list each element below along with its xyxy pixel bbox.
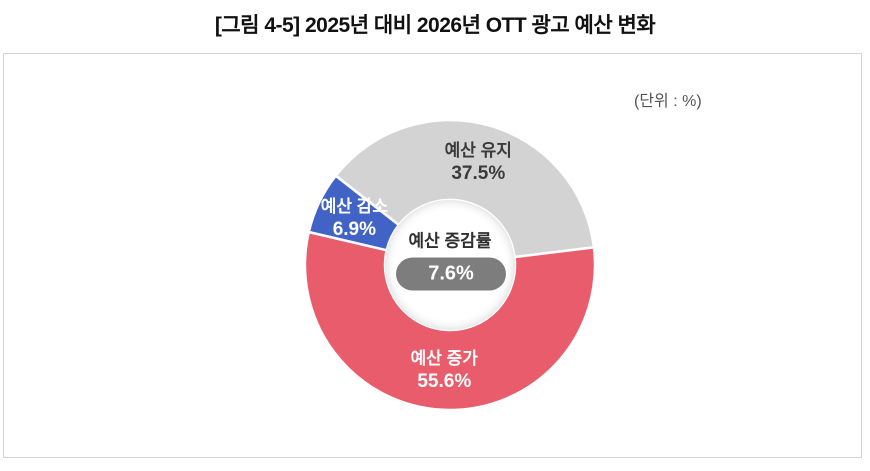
segment-name: 예산 유지 xyxy=(444,140,512,160)
segment-value: 6.9% xyxy=(332,219,377,241)
segment-label-1: 예산 증가 55.6% xyxy=(411,348,478,394)
unit-label: (단위 : %) xyxy=(634,93,702,110)
segment-label-2: 예산 감소 6.9% xyxy=(321,196,388,242)
chart-title: [그림 4-5] 2025년 대비 2026년 OTT 광고 예산 변화 xyxy=(214,14,656,37)
center-value: 7.6% xyxy=(428,262,474,285)
segment-value: 55.6% xyxy=(417,370,472,392)
segment-name: 예산 감소 xyxy=(320,197,389,217)
chart-container: (단위 : %) 예산 유지 37.5% 예산 증가 55.6% 예산 감소 6.9% 예… xyxy=(3,53,862,458)
segment-name: 예산 증가 xyxy=(410,348,478,368)
center-title: 예산 증감률 xyxy=(408,231,492,251)
segment-value: 37.5% xyxy=(451,162,506,184)
segment-label-0: 예산 유지 37.5% xyxy=(445,140,512,186)
center-value-pill: 7.6% xyxy=(396,257,506,291)
